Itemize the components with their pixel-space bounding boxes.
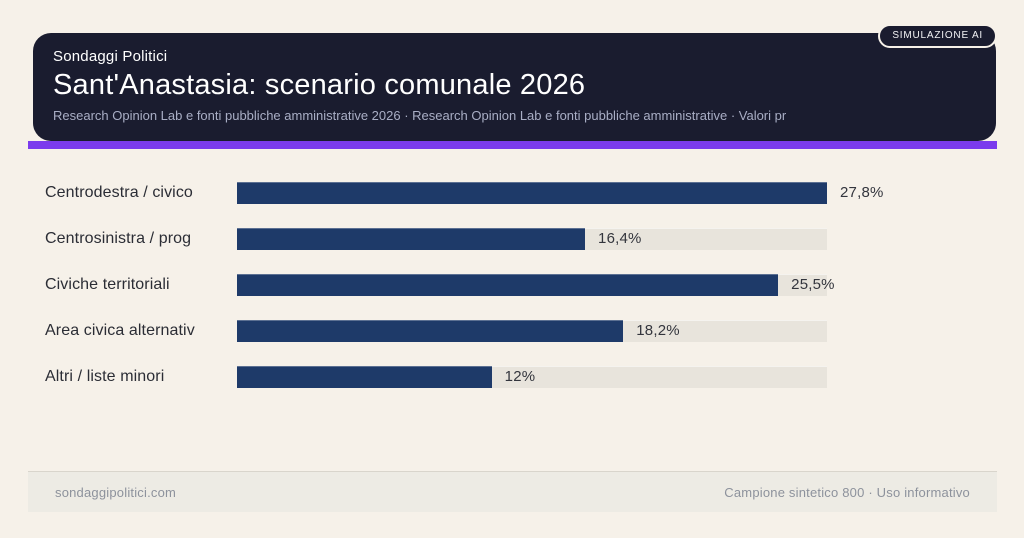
category-label: Area civica alternativ [45, 322, 195, 339]
chart-row: Centrodestra / civico 27,8% [45, 182, 883, 204]
footer-sample-note: Campione sintetico 800 · Uso informativo [724, 484, 970, 500]
page-subtitle: Research Opinion Lab e fonti pubbliche a… [53, 108, 787, 123]
chart-row: Civiche territoriali 25,5% [45, 274, 835, 296]
bar-fill [237, 228, 586, 250]
bar-track: 12% [237, 366, 827, 388]
bar-track: 27,8% [237, 182, 883, 204]
chart-row: Altri / liste minori 12% [45, 366, 827, 388]
value-label: 25,5% [791, 276, 835, 293]
category-label: Centrosinistra / prog [45, 230, 192, 247]
bar-track: 16,4% [237, 228, 827, 250]
bar-track: 18,2% [237, 320, 827, 342]
bar-fill [237, 366, 492, 388]
bar-fill [237, 182, 827, 204]
bar-fill [237, 274, 779, 296]
category-label: Civiche territoriali [45, 276, 170, 293]
accent-divider [28, 141, 997, 149]
value-label: 18,2% [636, 322, 680, 339]
page-title: Sant'Anastasia: scenario comunale 2026 [53, 69, 586, 101]
value-label: 12% [504, 368, 536, 385]
simulation-badge: SIMULAZIONE AI [878, 24, 997, 48]
bar-track: 25,5% [237, 274, 835, 296]
chart-row: Area civica alternativ 18,2% [45, 320, 827, 342]
footer: sondaggipolitici.com Campione sintetico … [28, 471, 997, 512]
value-label: 16,4% [598, 230, 642, 247]
header-card: Sondaggi Politici Sant'Anastasia: scenar… [33, 33, 996, 141]
category-label: Altri / liste minori [45, 368, 165, 385]
brand-kicker: Sondaggi Politici [53, 48, 168, 65]
category-label: Centrodestra / civico [45, 184, 193, 201]
value-label: 27,8% [840, 184, 884, 201]
chart-row: Centrosinistra / prog 16,4% [45, 228, 827, 250]
poll-bar-chart: Centrodestra / civico 27,8% Centrosinistra… [45, 182, 883, 388]
footer-source: sondaggipolitici.com [55, 484, 177, 500]
bar-fill [237, 320, 624, 342]
